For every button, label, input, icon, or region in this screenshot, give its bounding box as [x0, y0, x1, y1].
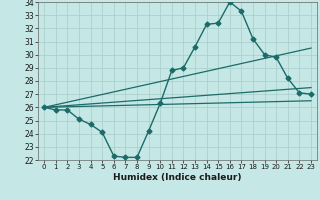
X-axis label: Humidex (Indice chaleur): Humidex (Indice chaleur): [113, 173, 242, 182]
